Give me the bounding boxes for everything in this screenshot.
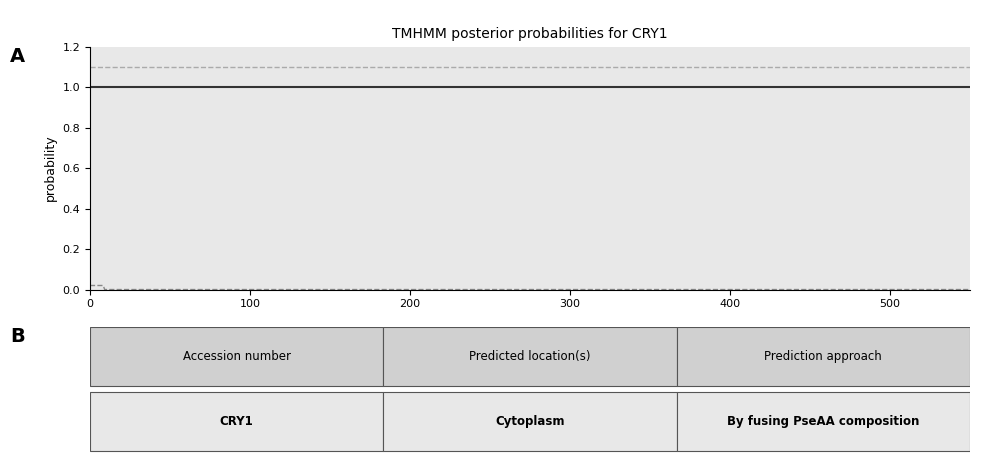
Text: Predicted location(s): Predicted location(s) [469,350,591,363]
FancyBboxPatch shape [383,327,677,386]
Text: Accession number: Accession number [183,350,291,363]
FancyBboxPatch shape [90,392,383,451]
Text: B: B [10,327,25,346]
FancyBboxPatch shape [90,327,383,386]
Text: Cytoplasm: Cytoplasm [495,415,565,428]
Text: By fusing PseAA composition: By fusing PseAA composition [727,415,920,428]
Title: TMHMM posterior probabilities for CRY1: TMHMM posterior probabilities for CRY1 [392,28,668,42]
Legend: transmembrane, inside, outside: transmembrane, inside, outside [372,348,688,368]
Text: Prediction approach: Prediction approach [764,350,882,363]
Text: A: A [10,47,25,66]
Text: CRY1: CRY1 [220,415,254,428]
FancyBboxPatch shape [383,392,677,451]
FancyBboxPatch shape [677,327,970,386]
Y-axis label: probability: probability [44,135,57,201]
FancyBboxPatch shape [677,392,970,451]
